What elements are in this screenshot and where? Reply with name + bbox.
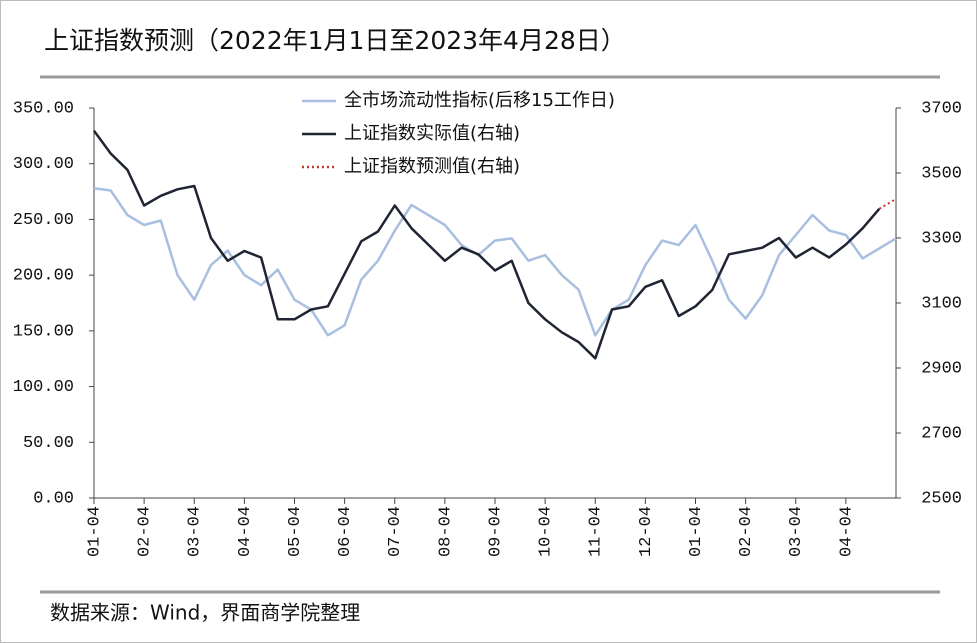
y2-tick-label: 2900 xyxy=(921,359,962,378)
x-tick-label: 01-04 xyxy=(85,506,104,557)
x-tick-label: 04-04 xyxy=(236,506,255,557)
y2-tick-label: 3700 xyxy=(921,99,962,118)
y-tick-label: 0.00 xyxy=(33,489,74,508)
x-tick-label: 04-04 xyxy=(837,506,856,557)
chart-title: 上证指数预测（2022年1月1日至2023年4月28日） xyxy=(44,26,626,55)
y2-tick-label: 3100 xyxy=(921,294,962,313)
series-line xyxy=(93,186,897,337)
x-tick-label: 03-04 xyxy=(787,506,806,557)
source: 数据来源：Wind，界面商学院整理 xyxy=(50,601,360,625)
x-tick-label: 01-04 xyxy=(687,506,706,557)
x-tick-label: 11-04 xyxy=(587,506,606,557)
x-tick-label: 05-04 xyxy=(286,506,305,557)
y2-tick-label: 2700 xyxy=(921,424,962,443)
y-tick-label: 50.00 xyxy=(23,434,74,453)
y-tick-label: 100.00 xyxy=(13,378,74,397)
legend-label: 全市场流动性指标(后移15工作日) xyxy=(344,90,615,111)
legend-label: 上证指数预测值(右轴) xyxy=(344,156,520,177)
y2-tick-label: 3300 xyxy=(921,229,962,248)
series-line xyxy=(92,130,881,360)
legend-label: 上证指数实际值(右轴) xyxy=(344,123,520,144)
x-tick-label: 02-04 xyxy=(136,506,155,557)
x-tick-label: 06-04 xyxy=(336,506,355,557)
x-tick-label: 10-04 xyxy=(537,506,556,557)
y-tick-label: 150.00 xyxy=(13,322,74,341)
y-tick-label: 350.00 xyxy=(13,99,74,118)
y-tick-label: 200.00 xyxy=(13,267,74,286)
x-tick-label: 02-04 xyxy=(737,506,756,557)
y-tick-label: 250.00 xyxy=(13,211,74,230)
x-tick-label: 08-04 xyxy=(436,506,455,557)
series-line xyxy=(878,198,897,210)
x-tick-label: 07-04 xyxy=(386,506,405,557)
y-tick-label: 300.00 xyxy=(13,155,74,174)
y2-tick-label: 2500 xyxy=(921,489,962,508)
x-tick-label: 12-04 xyxy=(637,506,656,557)
x-tick-label: 09-04 xyxy=(486,506,505,557)
x-tick-label: 03-04 xyxy=(186,506,205,557)
y2-tick-label: 3500 xyxy=(921,164,962,183)
